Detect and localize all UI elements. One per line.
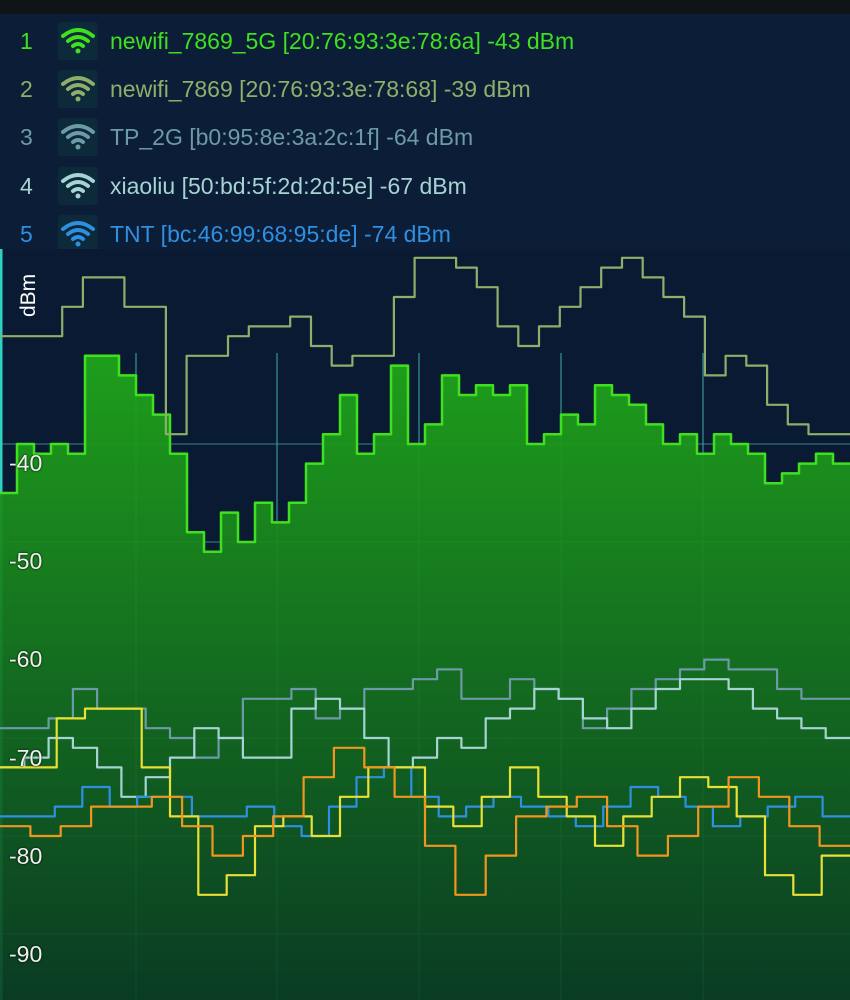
network-row-5[interactable]: 5 TNT [bc:46:99:68:95:de] -74 dBm xyxy=(0,211,850,257)
network-label: xiaoliu [50:bd:5f:2d:2d:5e] -67 dBm xyxy=(110,172,467,199)
network-row-1[interactable]: 1 newifi_7869_5G [20:76:93:3e:78:6a] -43… xyxy=(0,18,850,64)
series-line-series-5 xyxy=(0,707,850,896)
y-tick-label: -50 xyxy=(9,548,43,574)
wifi-icon xyxy=(58,118,98,156)
series-line-xiaoliu xyxy=(0,678,850,798)
signal-chart[interactable] xyxy=(0,249,850,1000)
series-line-newifi_7869_5G xyxy=(0,354,850,554)
network-index: 1 xyxy=(20,27,33,54)
network-label: newifi_7869_5G [20:76:93:3e:78:6a] -43 d… xyxy=(110,27,575,54)
network-index: 3 xyxy=(20,123,33,150)
network-label: TNT [bc:46:99:68:95:de] -74 dBm xyxy=(110,220,451,247)
y-tick-label: -40 xyxy=(9,450,43,476)
network-index: 4 xyxy=(20,172,33,199)
network-row-3[interactable]: 3 TP_2G [b0:95:8e:3a:2c:1f] -64 dBm xyxy=(0,114,850,160)
y-tick-label: -90 xyxy=(9,941,43,967)
series-line-TP_2G xyxy=(0,658,850,759)
signal-chart-plot xyxy=(0,249,850,1000)
y-tick-label: -70 xyxy=(9,745,43,771)
wifi-icon xyxy=(58,167,98,205)
status-strip xyxy=(0,0,850,14)
network-list: 1 newifi_7869_5G [20:76:93:3e:78:6a] -43… xyxy=(0,14,850,253)
series-line-newifi_7869 xyxy=(0,256,850,436)
wifi-icon xyxy=(58,215,98,253)
y-axis-label: dBm xyxy=(17,273,40,317)
y-tick-label: -80 xyxy=(9,843,43,869)
network-row-4[interactable]: 4 xiaoliu [50:bd:5f:2d:2d:5e] -67 dBm xyxy=(0,163,850,209)
network-index: 5 xyxy=(20,220,33,247)
network-row-2[interactable]: 2 newifi_7869 [20:76:93:3e:78:68] -39 dB… xyxy=(0,66,850,112)
network-label: newifi_7869 [20:76:93:3e:78:68] -39 dBm xyxy=(110,75,531,102)
network-index: 2 xyxy=(20,75,33,102)
wifi-icon xyxy=(58,22,98,60)
wifi-icon xyxy=(58,70,98,108)
y-tick-label: -60 xyxy=(9,646,43,672)
network-label: TP_2G [b0:95:8e:3a:2c:1f] -64 dBm xyxy=(110,123,474,150)
series-line-series-6 xyxy=(0,746,850,896)
series-area-newifi_7869_5G xyxy=(0,355,850,1000)
